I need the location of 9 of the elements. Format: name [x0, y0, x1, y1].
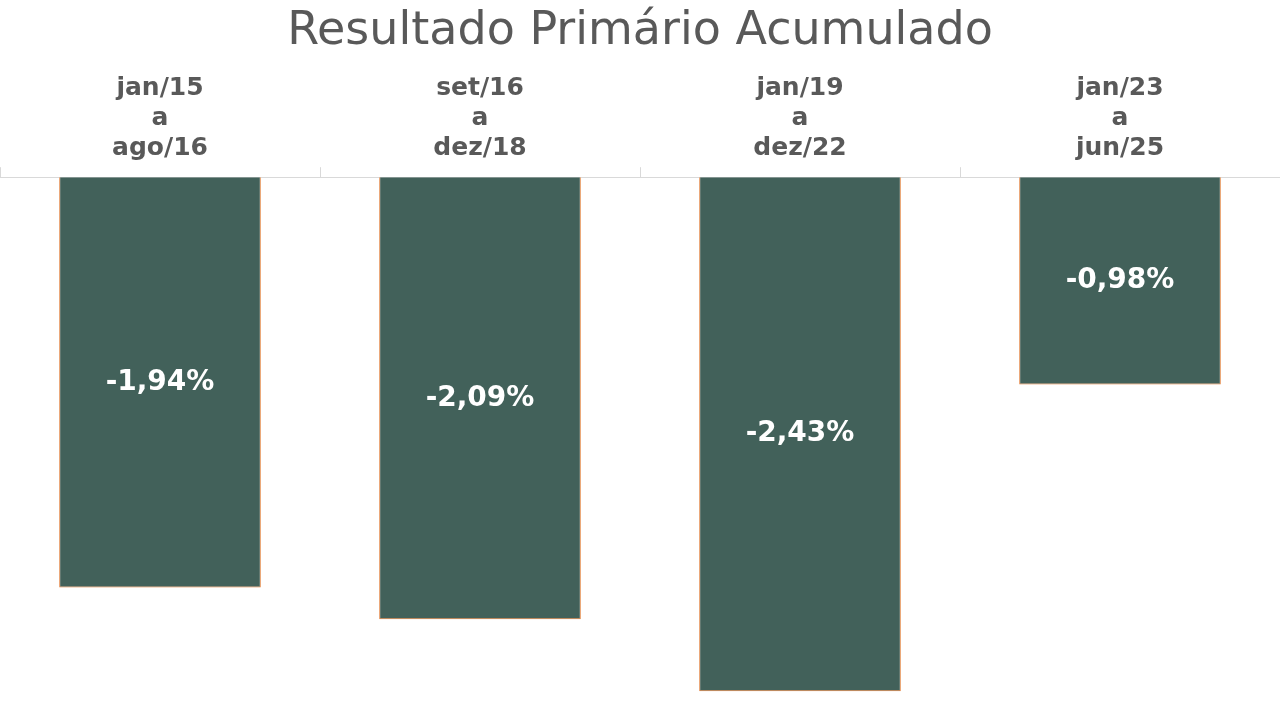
- x-tick-label: jan/19 a dez/22: [753, 71, 847, 161]
- x-tick-label: jan/23 a jun/25: [1074, 71, 1165, 161]
- data-label: -2,43%: [745, 415, 855, 449]
- chart-title: Resultado Primário Acumulado: [287, 0, 993, 55]
- data-label: -1,94%: [105, 363, 215, 397]
- x-tick-label: jan/15 a ago/16: [112, 71, 208, 161]
- data-label: -0,98%: [1065, 262, 1175, 296]
- data-label: -2,09%: [425, 379, 535, 413]
- x-tick-label: set/16 a dez/18: [433, 71, 527, 161]
